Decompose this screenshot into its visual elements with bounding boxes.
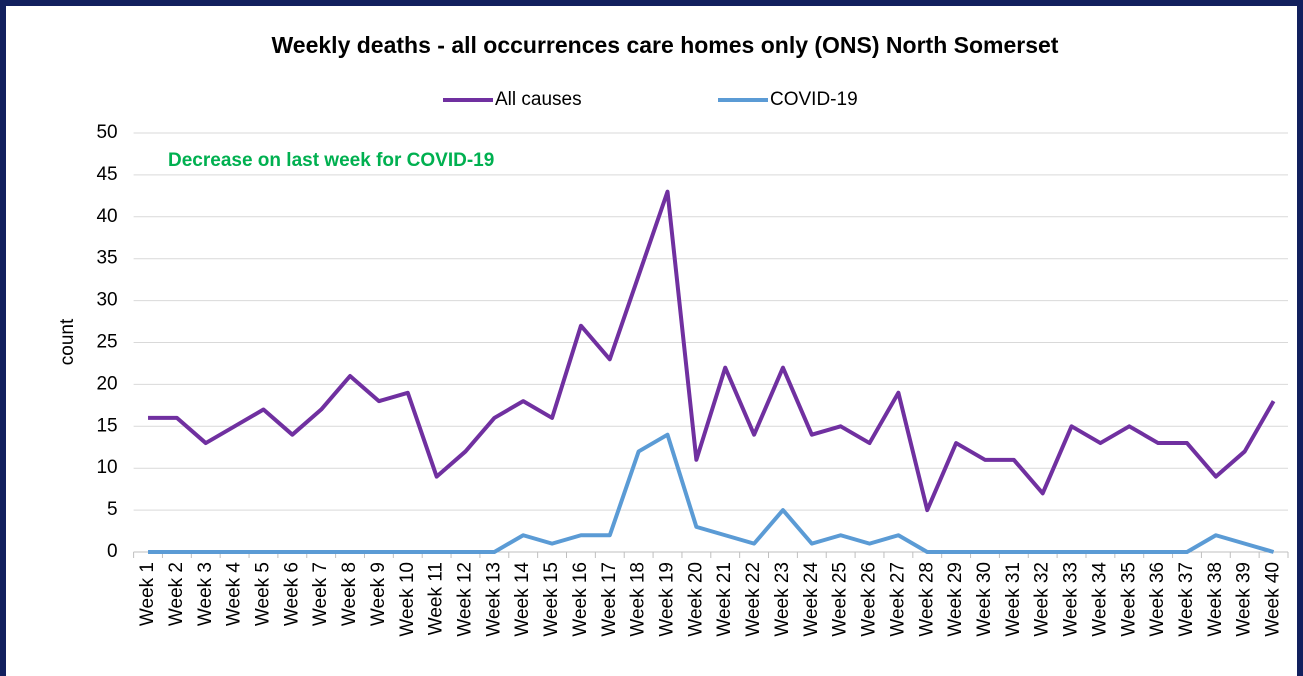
x-tick-label: Week 28 <box>916 562 937 637</box>
y-tick-label: 35 <box>96 248 117 269</box>
x-tick-label: Week 18 <box>628 562 649 637</box>
y-tick-label: 40 <box>96 206 117 227</box>
x-tick-label: Week 15 <box>541 562 562 637</box>
y-axis-label: count <box>57 318 78 365</box>
x-tick-label: Week 34 <box>1089 562 1110 637</box>
x-tick-label: Week 13 <box>483 562 504 637</box>
x-tick-label: Week 32 <box>1032 562 1053 637</box>
x-tick-label: Week 17 <box>599 562 620 637</box>
y-tick-label: 20 <box>96 373 117 394</box>
x-tick-label: Week 1 <box>137 562 158 626</box>
x-tick-label: Week 33 <box>1061 562 1082 637</box>
y-tick-label: 0 <box>107 541 118 562</box>
x-tick-label: Week 31 <box>1003 562 1024 637</box>
x-tick-label: Week 29 <box>945 562 966 637</box>
x-tick-label: Week 27 <box>887 562 908 637</box>
y-tick-label: 25 <box>96 332 117 353</box>
legend-label: All causes <box>495 89 582 110</box>
line-series <box>148 189 1276 513</box>
x-tick-label: Week 5 <box>252 562 273 626</box>
x-tick-label: Week 40 <box>1263 562 1284 637</box>
x-tick-label: Week 10 <box>397 562 418 637</box>
x-tick-label: Week 38 <box>1205 562 1226 637</box>
x-tick-label: Week 2 <box>166 562 187 626</box>
x-tick-label: Week 22 <box>743 562 764 637</box>
x-tick-label: Week 23 <box>772 562 793 637</box>
x-tick-label: Week 11 <box>426 562 447 635</box>
annotation: Decrease on last week for COVID-19 <box>168 150 494 171</box>
x-tick-label: Week 9 <box>368 562 389 626</box>
x-tick-label: Week 24 <box>801 562 822 637</box>
x-tick-label: Week 3 <box>195 562 216 626</box>
x-tick-label: Week 25 <box>830 562 851 637</box>
x-tick-label: Week 39 <box>1234 562 1255 637</box>
y-tick-label: 10 <box>96 457 117 478</box>
x-tick-label: Week 7 <box>310 562 331 626</box>
chart-title: Weekly deaths - all occurrences care hom… <box>272 32 1059 58</box>
y-tick-label: 50 <box>96 122 117 143</box>
legend-label: COVID-19 <box>770 89 858 110</box>
x-tick-label: Week 26 <box>859 562 880 637</box>
x-tick-label: Week 12 <box>455 562 476 637</box>
x-tick-label: Week 36 <box>1147 562 1168 637</box>
x-tick-label: Week 8 <box>339 562 360 626</box>
x-tick-label: Week 6 <box>281 562 302 626</box>
x-tick-label: Week 35 <box>1118 562 1139 637</box>
x-tick-label: Week 30 <box>974 562 995 637</box>
x-tick-label: Week 21 <box>714 562 735 637</box>
x-tick-label: Week 20 <box>685 562 706 637</box>
x-tick-label: Week 14 <box>512 562 533 637</box>
line-series <box>148 432 1275 554</box>
y-tick-label: 45 <box>96 164 117 185</box>
y-tick-label: 30 <box>96 290 117 311</box>
x-tick-label: Week 37 <box>1176 562 1197 637</box>
x-tick-label: Week 19 <box>657 562 678 637</box>
x-tick-label: Week 16 <box>570 562 591 637</box>
y-tick-label: 5 <box>107 499 118 520</box>
x-tick-label: Week 4 <box>224 562 245 627</box>
y-tick-label: 15 <box>96 415 117 436</box>
